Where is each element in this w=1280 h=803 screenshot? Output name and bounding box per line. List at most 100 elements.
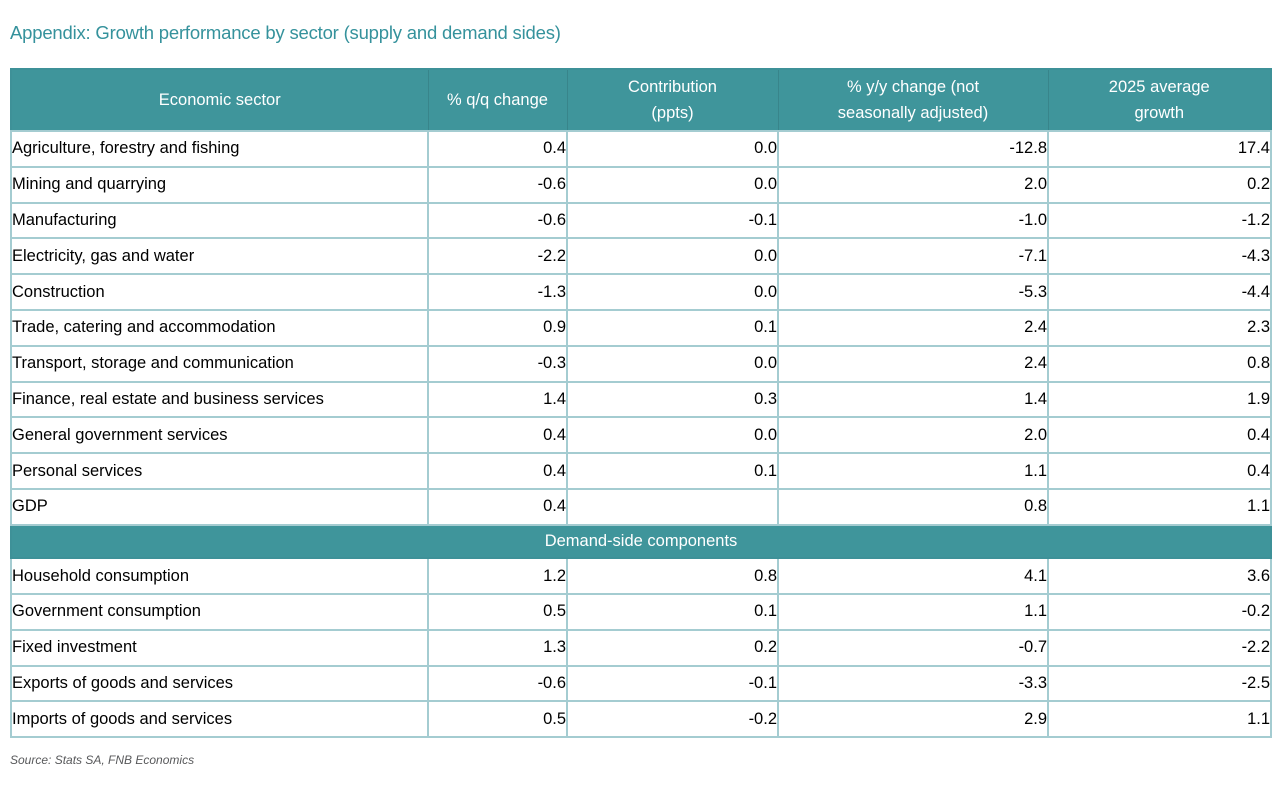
avg-growth-cell: 3.6 [1047, 557, 1272, 596]
contribution-cell: -0.2 [566, 700, 779, 739]
contribution-cell: 0.1 [566, 593, 779, 631]
contribution-cell: 0.8 [566, 557, 779, 596]
qq-change-cell: 0.4 [427, 416, 568, 455]
contribution-cell: 0.0 [566, 344, 779, 383]
qq-change-cell: 0.4 [427, 487, 568, 526]
table-row: Government consumption 0.5 0.1 1.1 -0.2 [10, 593, 1272, 631]
sector-name-cell: General government services [10, 416, 429, 455]
qq-change-cell: 1.4 [427, 380, 568, 419]
table-row: Transport, storage and communication -0.… [10, 344, 1272, 383]
yy-change-cell: 0.8 [777, 487, 1049, 526]
table-row: Exports of goods and services -0.6 -0.1 … [10, 664, 1272, 703]
table-row: Finance, real estate and business servic… [10, 380, 1272, 419]
table-row: Personal services 0.4 0.1 1.1 0.4 [10, 452, 1272, 490]
table-row: Fixed investment 1.3 0.2 -0.7 -2.2 [10, 628, 1272, 667]
qq-change-cell: -0.6 [427, 201, 568, 240]
avg-growth-cell: 17.4 [1047, 130, 1272, 168]
contribution-cell: 0.0 [566, 165, 779, 204]
sector-name-cell: Finance, real estate and business servic… [10, 380, 429, 419]
avg-growth-cell: 1.9 [1047, 380, 1272, 419]
avg-growth-cell: -2.5 [1047, 664, 1272, 703]
sector-name-cell: Government consumption [10, 593, 429, 631]
sector-name-cell: Personal services [10, 452, 429, 490]
page-title: Appendix: Growth performance by sector (… [10, 22, 561, 43]
qq-change-cell: 0.9 [427, 308, 568, 347]
yy-change-cell: 2.4 [777, 344, 1049, 383]
qq-change-cell: 0.5 [427, 593, 568, 631]
sector-name-cell: Household consumption [10, 557, 429, 596]
section-header-demand-side: Demand-side components [10, 523, 1272, 560]
column-header-yy-change: % y/y change (not seasonally adjusted) [777, 69, 1048, 131]
qq-change-cell: 1.2 [427, 557, 568, 596]
avg-growth-cell: -4.3 [1047, 237, 1272, 276]
yy-change-cell: 1.1 [777, 452, 1049, 490]
column-header-2025-average: 2025 average growth [1047, 69, 1271, 131]
sector-name-cell: Exports of goods and services [10, 664, 429, 703]
yy-change-cell: 2.4 [777, 308, 1049, 347]
qq-change-cell: -0.6 [427, 664, 568, 703]
source-note: Source: Stats SA, FNB Economics [10, 753, 195, 767]
contribution-cell: 0.3 [566, 380, 779, 419]
table-row: Agriculture, forestry and fishing 0.4 0.… [10, 130, 1272, 168]
sector-name-cell: Transport, storage and communication [10, 344, 429, 383]
sector-name-cell: GDP [10, 487, 429, 526]
contribution-cell: 0.0 [566, 130, 779, 168]
contribution-cell [566, 487, 779, 526]
table-row: Imports of goods and services 0.5 -0.2 2… [10, 700, 1272, 739]
avg-growth-cell: 0.4 [1047, 416, 1272, 455]
table-row-gdp: GDP 0.4 0.8 1.1 [10, 487, 1272, 526]
contribution-cell: 0.0 [566, 237, 779, 276]
yy-change-cell: 2.9 [777, 700, 1049, 739]
yy-change-cell: -3.3 [777, 664, 1049, 703]
contribution-cell: 0.0 [566, 273, 779, 311]
qq-change-cell: -1.3 [427, 273, 568, 311]
contribution-cell: -0.1 [566, 664, 779, 703]
avg-growth-cell: -1.2 [1047, 201, 1272, 240]
table-row: General government services 0.4 0.0 2.0 … [10, 416, 1272, 455]
yy-change-cell: 1.4 [777, 380, 1049, 419]
avg-growth-cell: -4.4 [1047, 273, 1272, 311]
qq-change-cell: 1.3 [427, 628, 568, 667]
yy-change-cell: -7.1 [777, 237, 1049, 276]
column-header-qq-change: % q/q change [427, 69, 567, 131]
yy-change-cell: -5.3 [777, 273, 1049, 311]
yy-change-cell: -0.7 [777, 628, 1049, 667]
contribution-cell: -0.1 [566, 201, 779, 240]
yy-change-cell: -12.8 [777, 130, 1049, 168]
growth-performance-table: Economic sector % q/q change Contributio… [10, 68, 1272, 739]
table-row: Electricity, gas and water -2.2 0.0 -7.1… [10, 237, 1272, 276]
avg-growth-cell: 0.8 [1047, 344, 1272, 383]
sector-name-cell: Imports of goods and services [10, 700, 429, 739]
avg-growth-cell: 0.2 [1047, 165, 1272, 204]
contribution-cell: 0.2 [566, 628, 779, 667]
sector-name-cell: Trade, catering and accommodation [10, 308, 429, 347]
table-row: Construction -1.3 0.0 -5.3 -4.4 [10, 273, 1272, 311]
avg-growth-cell: -0.2 [1047, 593, 1272, 631]
table-row: Household consumption 1.2 0.8 4.1 3.6 [10, 557, 1272, 596]
avg-growth-cell: 1.1 [1047, 700, 1272, 739]
column-header-economic-sector: Economic sector [11, 69, 428, 131]
qq-change-cell: -0.3 [427, 344, 568, 383]
avg-growth-cell: 2.3 [1047, 308, 1272, 347]
avg-growth-cell: 1.1 [1047, 487, 1272, 526]
yy-change-cell: 1.1 [777, 593, 1049, 631]
qq-change-cell: 0.5 [427, 700, 568, 739]
table-header: Economic sector % q/q change Contributio… [11, 69, 1271, 131]
sector-name-cell: Construction [10, 273, 429, 311]
contribution-cell: 0.1 [566, 452, 779, 490]
qq-change-cell: 0.4 [427, 130, 568, 168]
contribution-cell: 0.0 [566, 416, 779, 455]
section-header-row: Demand-side components [10, 523, 1272, 560]
sector-name-cell: Manufacturing [10, 201, 429, 240]
avg-growth-cell: -2.2 [1047, 628, 1272, 667]
table-row: Mining and quarrying -0.6 0.0 2.0 0.2 [10, 165, 1272, 204]
header-row: Economic sector % q/q change Contributio… [11, 69, 1271, 131]
yy-change-cell: 2.0 [777, 416, 1049, 455]
sector-name-cell: Electricity, gas and water [10, 237, 429, 276]
table-row: Trade, catering and accommodation 0.9 0.… [10, 308, 1272, 347]
column-header-contribution: Contribution (ppts) [566, 69, 778, 131]
contribution-cell: 0.1 [566, 308, 779, 347]
qq-change-cell: -0.6 [427, 165, 568, 204]
yy-change-cell: 2.0 [777, 165, 1049, 204]
